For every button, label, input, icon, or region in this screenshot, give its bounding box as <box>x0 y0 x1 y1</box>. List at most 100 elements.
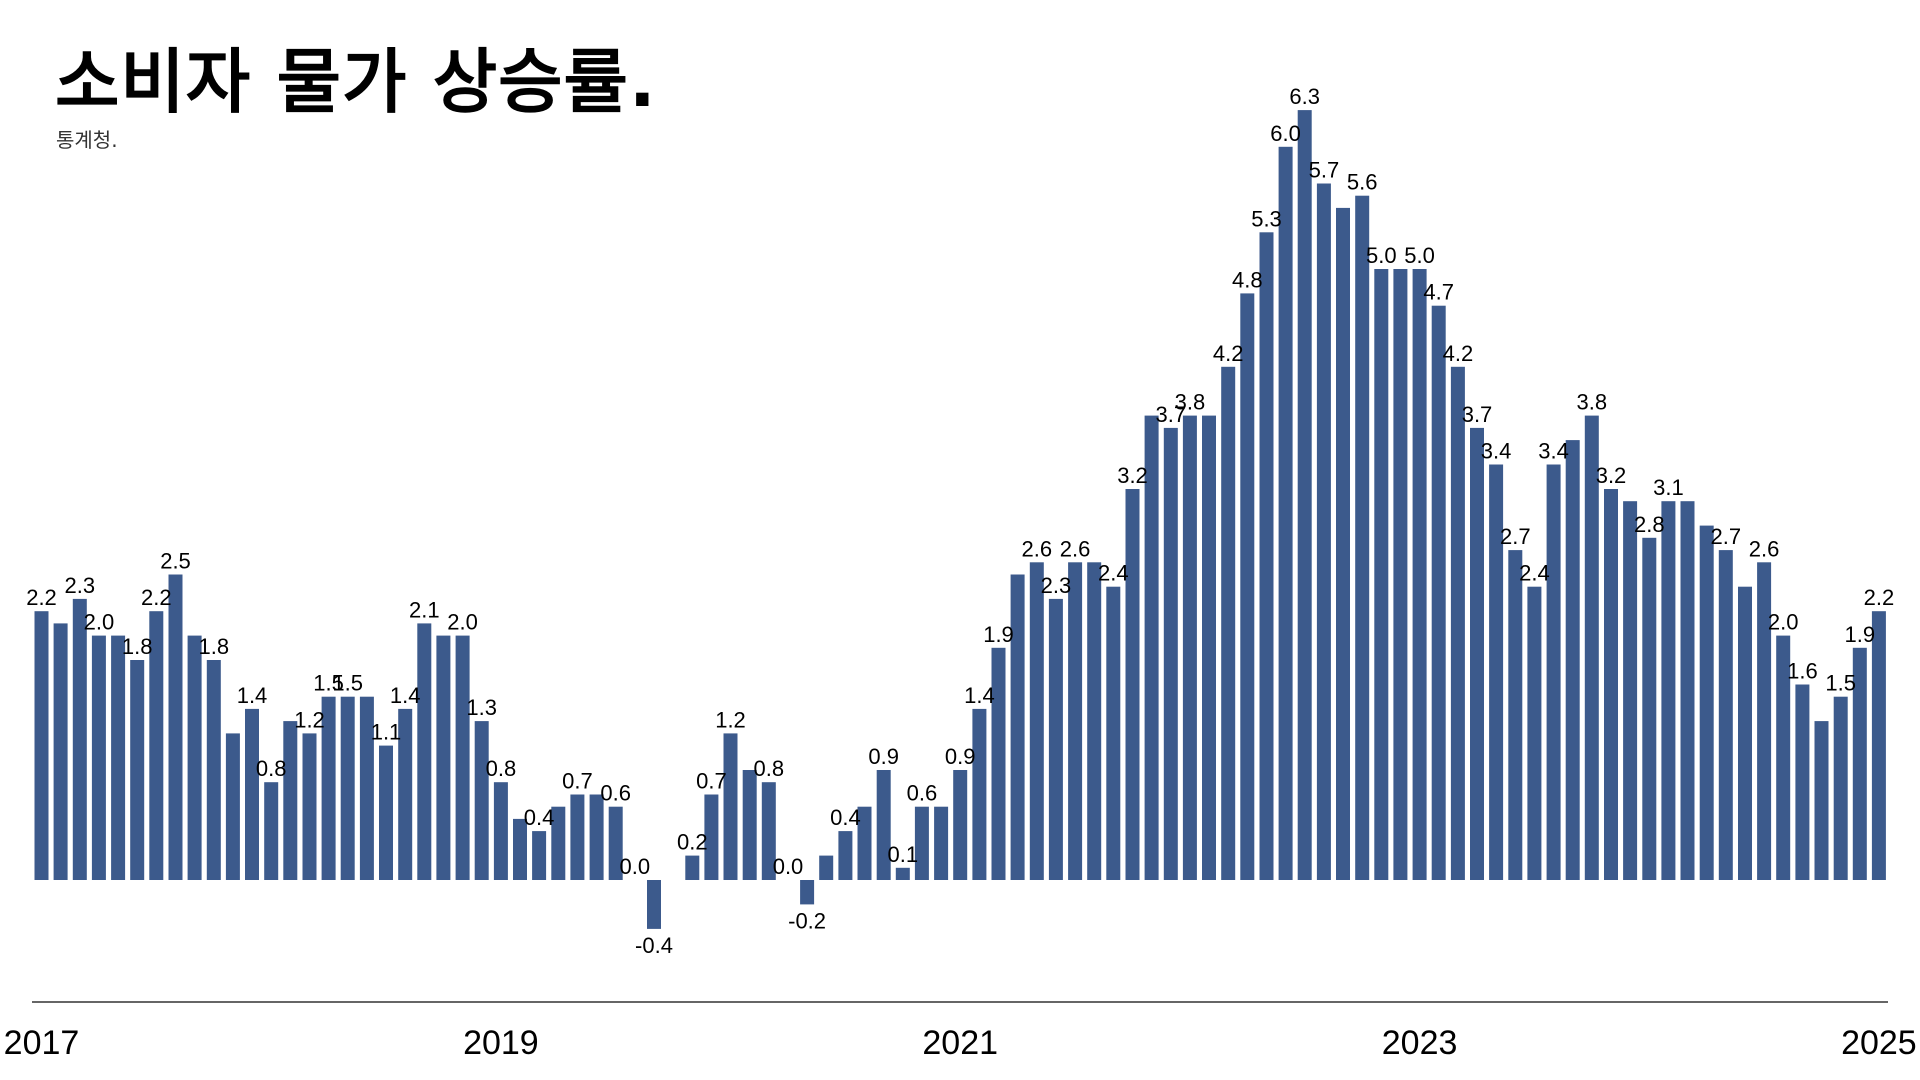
bar-38 <box>761 782 776 880</box>
chart-subtitle: 통계청. <box>56 128 118 152</box>
bar-58 <box>1144 415 1159 880</box>
bar-59 <box>1163 427 1178 880</box>
bar-67 <box>1316 183 1331 880</box>
bar-84 <box>1642 537 1657 880</box>
bar-79 <box>1546 464 1561 880</box>
data-label-44: 0.9 <box>868 744 899 769</box>
bar-23 <box>474 721 489 880</box>
bar-71 <box>1393 269 1408 880</box>
data-label-0: 2.2 <box>26 585 57 610</box>
bar-9 <box>206 660 221 880</box>
bar-40 <box>800 880 815 905</box>
chart-title: 소비자 물가 상승률. <box>55 41 657 123</box>
bar-69 <box>1355 195 1370 880</box>
data-label-84: 2.8 <box>1634 512 1665 537</box>
bar-14 <box>302 733 317 880</box>
bar-29 <box>589 794 604 880</box>
bar-96 <box>1871 611 1886 880</box>
data-label-12: 0.8 <box>256 756 287 781</box>
data-label-46: 0.6 <box>907 781 938 806</box>
x-tick-labels-group: 2017 2019 2021 2023 2025 <box>4 1024 1917 1062</box>
bar-11 <box>245 708 259 880</box>
data-label-2: 2.3 <box>65 573 96 598</box>
bar-27 <box>551 806 566 880</box>
data-label-62: 4.2 <box>1213 341 1244 366</box>
bar-46 <box>914 806 929 880</box>
data-label-65: 6.0 <box>1270 121 1301 146</box>
bar-10 <box>225 733 240 880</box>
data-label-18: 1.1 <box>371 720 402 745</box>
bar-95 <box>1852 647 1867 880</box>
data-label-78: 2.4 <box>1519 561 1550 586</box>
bar-35 <box>704 794 719 880</box>
data-label-24: 0.8 <box>486 756 517 781</box>
data-label-38: 0.8 <box>754 756 785 781</box>
bar-24 <box>493 782 508 880</box>
data-label-31: 0.0 <box>620 854 651 879</box>
bar-55 <box>1087 562 1102 880</box>
data-label-40: -0.2 <box>788 908 826 933</box>
bar-81 <box>1584 415 1599 880</box>
x-tick-label-2017: 2017 <box>4 1024 80 1062</box>
data-label-76: 3.4 <box>1481 439 1512 464</box>
bar-57 <box>1125 489 1140 880</box>
data-label-56: 2.4 <box>1098 561 1129 586</box>
data-label-69: 5.6 <box>1347 170 1378 195</box>
data-label-95: 1.9 <box>1845 622 1876 647</box>
bar-30 <box>608 806 623 880</box>
data-label-6: 2.2 <box>141 585 172 610</box>
data-label-79: 3.4 <box>1538 439 1569 464</box>
data-label-94: 1.5 <box>1825 671 1856 696</box>
bar-73 <box>1431 305 1446 880</box>
bar-63 <box>1240 293 1255 880</box>
data-label-52: 2.6 <box>1022 536 1053 561</box>
data-label-35: 0.7 <box>696 769 727 794</box>
bar-21 <box>436 635 451 880</box>
bar-94 <box>1833 696 1848 880</box>
bar-89 <box>1738 586 1752 880</box>
bar-8 <box>187 635 202 880</box>
data-label-49: 1.4 <box>964 683 995 708</box>
bar-93 <box>1814 721 1829 880</box>
data-label-60: 3.8 <box>1175 390 1206 415</box>
bar-0 <box>34 611 49 880</box>
data-label-92: 1.6 <box>1787 659 1818 684</box>
data-label-82: 3.2 <box>1596 463 1627 488</box>
bar-65 <box>1278 146 1293 881</box>
bar-37 <box>742 770 757 880</box>
bar-77 <box>1508 550 1523 880</box>
bar-56 <box>1106 586 1121 880</box>
bar-52 <box>1029 562 1044 880</box>
bar-90 <box>1757 562 1772 880</box>
bar-68 <box>1336 207 1350 880</box>
data-label-22: 2.0 <box>447 610 478 635</box>
bar-85 <box>1661 501 1676 880</box>
data-label-91: 2.0 <box>1768 610 1799 635</box>
data-label-63: 4.8 <box>1232 267 1263 292</box>
bar-87 <box>1699 525 1714 880</box>
bar-70 <box>1374 269 1389 880</box>
data-label-96: 2.2 <box>1864 585 1895 610</box>
bar-48 <box>953 770 968 880</box>
bar-12 <box>264 782 279 880</box>
data-label-7: 2.5 <box>160 549 191 574</box>
data-label-85: 3.1 <box>1653 475 1684 500</box>
data-label-3: 2.0 <box>84 610 115 635</box>
bar-36 <box>723 733 738 880</box>
data-label-42: 0.4 <box>830 805 861 830</box>
data-label-48: 0.9 <box>945 744 976 769</box>
bar-64 <box>1259 232 1274 881</box>
bar-7 <box>168 574 183 880</box>
bar-47 <box>934 806 949 880</box>
data-label-66: 6.3 <box>1289 84 1320 109</box>
bar-91 <box>1776 635 1791 880</box>
data-label-77: 2.7 <box>1500 524 1531 549</box>
bar-54 <box>1068 562 1083 880</box>
bar-41 <box>819 855 834 880</box>
data-label-16: 1.5 <box>332 671 363 696</box>
x-tick-label-2023: 2023 <box>1382 1024 1458 1062</box>
data-labels-group: 2.2 2.32.01.82.22.51.81.40.81.21.51.51.11… <box>26 84 1894 958</box>
data-label-75: 3.7 <box>1462 402 1493 427</box>
bar-18 <box>379 745 393 880</box>
x-tick-label-2025: 2025 <box>1841 1024 1917 1062</box>
